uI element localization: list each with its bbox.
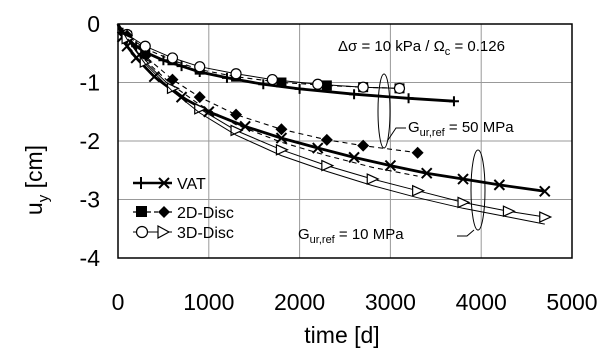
circle-marker [312,78,324,90]
svg-text:2D-Disc: 2D-Disc [177,205,234,222]
grid [117,23,573,259]
plus-marker [403,93,414,104]
circle-marker [393,82,406,94]
x-marker [457,173,469,185]
x-axis-label: time [d] [304,322,379,348]
plot-border [117,23,573,259]
legend-item-3d-disc: 3D-Disc [133,224,234,242]
y-tick-label: 0 [87,11,100,37]
g50-bracket [377,73,406,149]
legend-triangle-marker [157,224,171,240]
annotation-stress-ratio: Δσ = 10 kPa / Ωc = 0.126 [338,38,505,58]
annotation-g10: Gur,ref = 10 MPa [298,226,404,246]
x-marker [539,185,551,198]
series-line [117,23,418,154]
plus-marker [176,61,187,72]
y-tick-label: -4 [80,245,101,271]
x-tick-label: 4000 [456,289,507,315]
series-vat-x-3 [116,23,551,198]
legend-item-2d-disc: 2D-Disc [133,205,234,222]
annotation-g50: Gur,ref = 50 MPa [408,119,514,139]
x-tick-label: 2000 [274,289,325,315]
series-3d-disc-triangle-5 [117,23,553,223]
square-marker [321,80,332,91]
diamond-marker [193,91,206,104]
triangle-marker [457,196,471,209]
series-line [117,23,545,225]
triangle-marker [412,184,426,197]
series-3d-disc-none-7 [117,23,418,177]
g10-leader [457,229,475,237]
x-tick-label: 5000 [546,289,597,315]
circle-marker [139,40,151,52]
circle-marker [357,81,369,93]
diamond-marker [230,108,243,121]
plus-marker [349,89,360,100]
series-layer [116,23,553,225]
legend-square-marker [136,206,147,217]
plus-marker [221,72,232,83]
diamond-marker [166,73,179,86]
diamond-marker [320,133,333,146]
series-line [117,23,400,89]
x-marker [493,179,506,191]
y-tick-label: -3 [80,187,100,213]
x-tick-label: 1000 [183,289,234,315]
series-line [117,23,418,177]
y-tick-label: -1 [80,70,100,96]
triangle-marker [539,211,553,223]
g50-ellipse [377,73,391,149]
svg-text:VAT: VAT [177,176,206,193]
legend-item-vat: VAT [133,176,206,193]
series-line [116,23,545,193]
diamond-marker [275,123,288,136]
triangle-marker [275,143,289,156]
x-marker [421,167,433,179]
plus-marker [258,79,269,90]
triangle-marker [230,124,244,137]
circle-marker [194,61,206,73]
x-marker [312,142,324,154]
plus-marker [294,83,305,94]
y-tick-label: -2 [80,128,100,154]
x-tick-label: 3000 [365,289,416,315]
triangle-marker [366,173,380,185]
triangle-marker [502,205,516,218]
tick-labels: 0 -1 -2 -3 -4 0 1000 2000 3000 4000 5000 [80,11,598,315]
square-marker [276,77,287,88]
g10-ellipse [470,149,486,231]
svg-text:3D-Disc: 3D-Disc [177,225,234,242]
x-marker [384,159,397,172]
diamond-marker [357,139,370,152]
x-marker [348,151,360,164]
legend-circle-marker [135,225,149,239]
x-marker [148,70,161,83]
circle-marker [230,68,242,80]
triangle-marker [321,159,335,172]
g50-leader [387,127,406,141]
legend: VAT 2D-Disc 3D-Disc [133,176,234,242]
series-2d-disc-none-6 [117,23,545,225]
plot-frame [117,23,573,259]
legend-diamond-marker [158,206,170,218]
triangle-marker [194,102,208,115]
g10-bracket [457,149,486,237]
y-axis-label: uy [cm] [21,145,52,215]
legend-plus-marker [135,177,147,189]
legend-x-marker [158,177,170,189]
x-marker [175,91,188,103]
diamond-marker [411,146,424,159]
x-tick-label: 0 [112,289,125,315]
circle-marker [166,52,179,64]
plus-marker [448,96,459,107]
circle-marker [266,73,278,86]
